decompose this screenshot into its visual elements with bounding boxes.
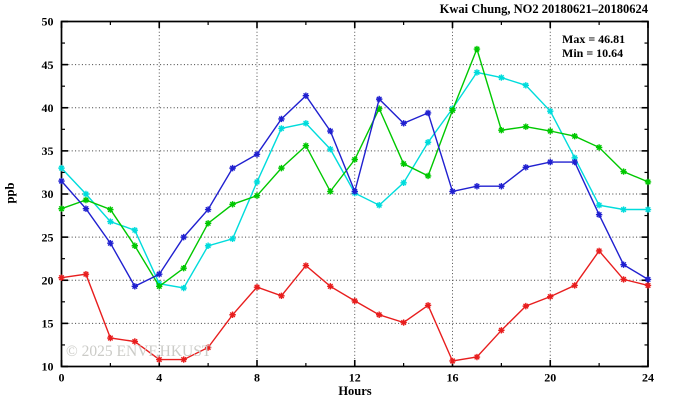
y-tick-label-50: 50 [42, 15, 54, 29]
tick-labels: 10 15 20 25 30 35 40 45 50 0 4 8 12 16 20 24 [42, 15, 655, 385]
series-green-line-markers [58, 45, 652, 290]
y-tick-label-25: 25 [42, 230, 54, 244]
y-tick-label-45: 45 [42, 58, 54, 72]
y-tick-label-40: 40 [42, 101, 54, 115]
x-tick-label-20: 20 [544, 371, 556, 385]
chart-title: Kwai Chung, NO2 20180621–20180624 [440, 2, 649, 16]
x-tick-label-8: 8 [254, 371, 260, 385]
series-blue-line-markers [58, 92, 652, 290]
y-tick-label-15: 15 [42, 317, 54, 331]
y-tick-label-30: 30 [42, 187, 54, 201]
x-tick-label-0: 0 [59, 371, 65, 385]
series-green-line [58, 45, 652, 290]
y-tick-label-10: 10 [42, 360, 54, 374]
y-tick-label-20: 20 [42, 273, 54, 287]
x-tick-label-12: 12 [349, 371, 361, 385]
data-series [58, 45, 652, 365]
series-red-line-markers [58, 247, 652, 365]
x-tick-label-16: 16 [447, 371, 459, 385]
watermark: © 2025 ENVF,HKUST [66, 343, 212, 360]
annotation-min: Min = 10.64 [562, 46, 623, 60]
series-cyan-line-path [60, 71, 648, 289]
y-tick-label-35: 35 [42, 144, 54, 158]
annotation-max: Max = 46.81 [562, 32, 625, 46]
x-tick-label-24: 24 [642, 371, 654, 385]
series-cyan-line [58, 69, 652, 292]
series-green-line-path [61, 46, 649, 288]
series-blue-line [58, 92, 652, 290]
x-axis-label: Hours [338, 384, 371, 398]
y-axis-label: ppb [3, 183, 17, 204]
x-tick-label-4: 4 [156, 371, 162, 385]
series-red-line [58, 247, 652, 365]
